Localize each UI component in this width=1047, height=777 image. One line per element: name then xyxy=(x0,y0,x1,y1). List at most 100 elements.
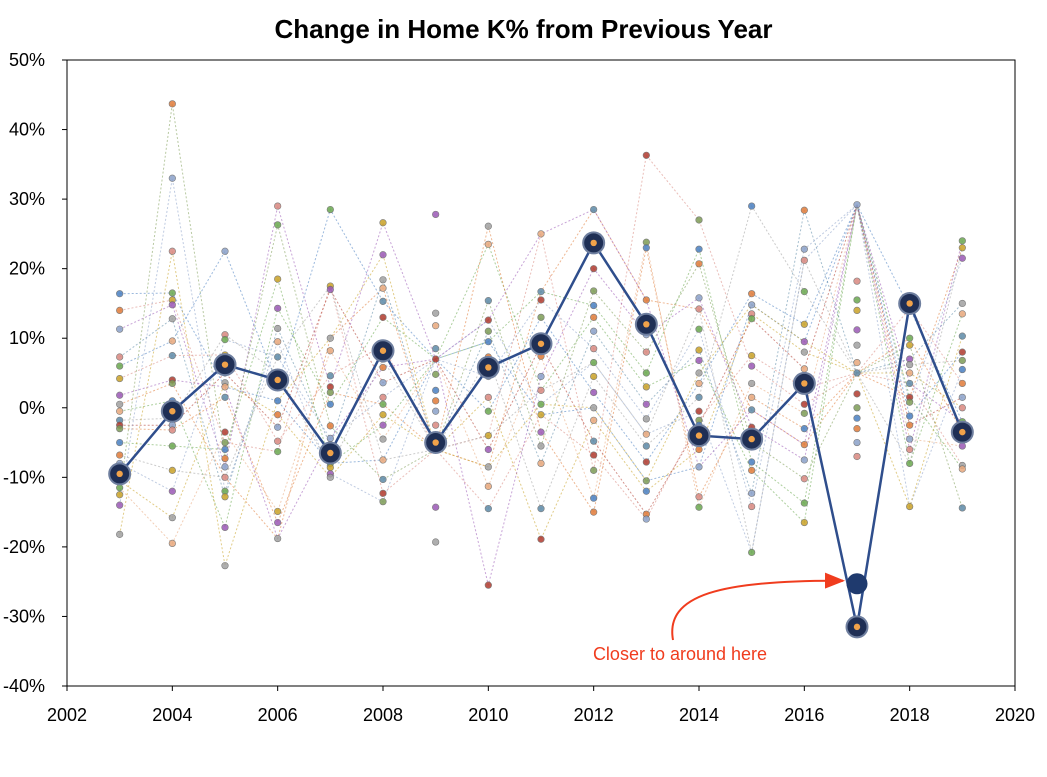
team-point xyxy=(906,341,914,349)
team-point xyxy=(379,435,387,443)
team-point xyxy=(853,425,861,433)
team-point xyxy=(642,477,650,485)
team-point xyxy=(748,362,756,370)
team-point xyxy=(326,400,334,408)
team-point xyxy=(853,358,861,367)
team-point xyxy=(958,393,966,401)
team-point xyxy=(274,304,282,312)
team-point xyxy=(432,345,440,353)
team-point xyxy=(906,421,914,429)
team-line xyxy=(119,307,963,520)
team-point xyxy=(116,374,124,383)
team-point xyxy=(484,338,492,346)
highlight-point xyxy=(740,427,764,451)
highlight-point-star xyxy=(643,321,650,328)
x-tick-label: 2002 xyxy=(47,705,87,725)
team-point xyxy=(484,297,492,305)
team-point xyxy=(168,539,176,548)
team-point xyxy=(958,504,966,512)
team-point xyxy=(695,463,703,471)
team-point xyxy=(274,518,282,527)
team-point xyxy=(432,210,440,219)
highlight-point xyxy=(898,291,922,315)
team-point xyxy=(537,535,545,543)
team-point xyxy=(695,294,703,302)
highlight-point xyxy=(950,420,974,444)
team-point xyxy=(168,289,176,297)
team-point xyxy=(800,499,808,507)
x-axis-ticks: 2002 2004 2006 2008 2010 2012 2014 2016 2018 2020 xyxy=(47,686,1035,725)
team-point xyxy=(958,299,966,308)
highlight-point-star xyxy=(379,347,387,354)
team-point xyxy=(537,442,545,450)
highlight-point xyxy=(845,615,869,639)
team-line xyxy=(119,203,963,463)
team-point xyxy=(379,498,387,506)
team-point xyxy=(484,445,492,454)
team-point xyxy=(537,505,545,513)
y-tick-label: -20% xyxy=(3,537,45,557)
team-point xyxy=(484,222,492,230)
team-point xyxy=(432,397,440,405)
team-point xyxy=(642,348,650,356)
team-point xyxy=(326,388,334,397)
team-point xyxy=(695,379,703,388)
highlight-point-star xyxy=(748,435,755,443)
team-point xyxy=(748,393,756,401)
team-point xyxy=(906,361,914,369)
team-point xyxy=(853,277,861,285)
team-point xyxy=(326,334,334,342)
team-point xyxy=(800,245,808,253)
plot-frame xyxy=(66,59,1016,687)
team-point xyxy=(116,306,124,315)
team-point xyxy=(695,245,703,253)
team-point xyxy=(168,174,176,182)
team-point xyxy=(537,459,545,468)
team-point xyxy=(379,313,387,321)
annotation-arrow xyxy=(671,572,845,641)
highlight-point-star xyxy=(590,239,597,247)
team-point xyxy=(221,454,229,463)
team-point xyxy=(853,296,861,304)
team-point xyxy=(642,442,650,450)
team-point xyxy=(484,505,492,513)
team-point xyxy=(432,386,440,394)
team-point xyxy=(379,421,387,429)
team-point xyxy=(906,334,914,342)
team-point xyxy=(695,216,703,224)
team-point xyxy=(906,435,914,443)
team-point xyxy=(748,315,756,323)
team-point xyxy=(168,466,176,474)
team-point xyxy=(590,327,598,335)
team-point xyxy=(642,296,650,304)
team-point xyxy=(379,475,387,484)
team-point xyxy=(168,352,176,360)
team-point xyxy=(484,407,492,415)
y-tick-label: 50% xyxy=(9,50,45,70)
team-point xyxy=(537,372,545,381)
team-point xyxy=(484,393,492,401)
team-point xyxy=(800,456,808,464)
team-point xyxy=(642,415,650,423)
team-point xyxy=(274,447,282,456)
team-point xyxy=(432,538,440,546)
team-point xyxy=(116,407,124,415)
team-point xyxy=(695,503,703,511)
team-point xyxy=(116,425,124,433)
team-point xyxy=(379,251,387,259)
x-tick-label: 2006 xyxy=(258,705,298,725)
team-point xyxy=(116,451,124,459)
x-tick-label: 2020 xyxy=(995,705,1035,725)
team-point xyxy=(221,463,229,471)
team-point xyxy=(590,287,598,295)
y-tick-label: 40% xyxy=(9,120,45,140)
team-point xyxy=(537,288,545,296)
team-point xyxy=(116,362,124,370)
team-point xyxy=(221,523,229,532)
team-point xyxy=(116,400,124,408)
team-point xyxy=(484,581,492,589)
highlight-point xyxy=(424,431,448,455)
highlight-point xyxy=(160,399,184,423)
team-point xyxy=(695,356,703,365)
